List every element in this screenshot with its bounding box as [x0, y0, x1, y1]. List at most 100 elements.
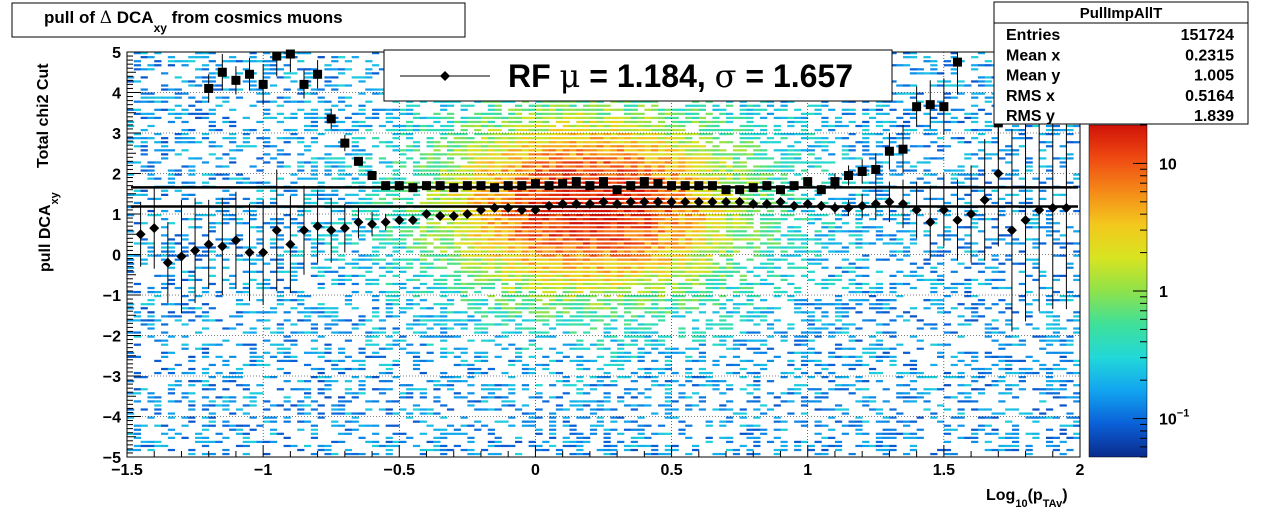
heatmap-cell	[365, 290, 373, 294]
heatmap-cell	[603, 432, 611, 435]
heatmap-cell	[691, 331, 700, 334]
heatmap-cell	[501, 169, 509, 172]
heatmap-cell	[297, 137, 305, 140]
heatmap-cell	[412, 116, 421, 120]
heatmap-cell	[195, 331, 203, 334]
heatmap-cell	[372, 295, 380, 298]
heatmap-cell	[576, 266, 584, 269]
heatmap-cell	[515, 278, 523, 282]
heatmap-cell	[698, 384, 707, 387]
heatmap-cell	[249, 278, 257, 282]
heatmap-cell	[726, 408, 734, 411]
heatmap-cell	[358, 436, 366, 439]
heatmap-cell	[419, 331, 427, 334]
heatmap-cell	[480, 218, 489, 221]
heatmap-cell	[487, 367, 495, 371]
heatmap-cell	[637, 157, 645, 160]
heatmap-cell	[528, 153, 536, 156]
heatmap-cell	[480, 424, 489, 427]
heatmap-cell	[372, 88, 380, 91]
heatmap-cell	[222, 214, 230, 217]
heatmap-cell	[276, 104, 284, 107]
heatmap-cell	[487, 141, 495, 144]
heatmap-cell	[589, 238, 598, 241]
heatmap-cell	[440, 282, 448, 286]
heatmap-cell	[235, 149, 244, 152]
heatmap-cell	[235, 311, 244, 314]
heatmap-cell	[467, 367, 475, 371]
heatmap-cell	[467, 363, 475, 367]
heatmap-cell	[392, 444, 400, 448]
heatmap-cell	[487, 108, 495, 111]
heatmap-cell	[555, 100, 564, 103]
heatmap-cell	[480, 327, 489, 330]
heatmap-cell	[623, 355, 632, 358]
heatmap-cell	[201, 440, 210, 444]
heatmap-cell	[174, 380, 182, 383]
heatmap-cell	[508, 286, 516, 290]
heatmap-cell	[269, 258, 278, 261]
heatmap-cell	[222, 436, 230, 439]
heatmap-cell	[433, 303, 441, 306]
heatmap-cell	[283, 76, 291, 79]
heatmap-cell	[583, 120, 591, 124]
heatmap-cell	[678, 266, 686, 269]
heatmap-cell	[623, 137, 632, 140]
heatmap-cell	[664, 238, 672, 241]
heatmap-cell	[242, 303, 250, 306]
heatmap-cell	[528, 242, 536, 245]
heatmap-cell	[235, 428, 244, 431]
heatmap-cell	[487, 104, 495, 107]
heatmap-cell	[338, 197, 346, 201]
heatmap-cell	[583, 226, 591, 229]
heatmap-cell	[657, 299, 666, 302]
title-subscript: xy	[154, 21, 168, 35]
heatmap-cell	[555, 270, 564, 273]
heatmap-cell	[440, 193, 448, 196]
heatmap-cell	[569, 404, 577, 407]
heatmap-cell	[657, 226, 666, 229]
heatmap-cell	[698, 173, 707, 176]
heatmap-cell	[678, 161, 686, 164]
heatmap-cell	[229, 124, 237, 128]
heatmap-cell	[201, 327, 210, 330]
heatmap-cell	[480, 384, 489, 387]
heatmap-cell	[297, 295, 305, 298]
heatmap-cell	[549, 165, 557, 168]
heatmap-cell	[508, 388, 516, 391]
heatmap-cell	[181, 193, 189, 196]
heatmap-cell	[310, 92, 318, 95]
heatmap-cell	[208, 141, 216, 144]
heatmap-cell	[589, 307, 598, 310]
heatmap-cell	[338, 209, 346, 213]
heatmap-cell	[235, 371, 244, 375]
heatmap-cell	[610, 384, 618, 387]
heatmap-cell	[678, 193, 686, 196]
heatmap-cell	[589, 120, 598, 124]
heatmap-cell	[222, 339, 230, 342]
heatmap-cell	[494, 335, 502, 338]
heatmap-cell	[127, 76, 135, 79]
heatmap-cell	[596, 157, 604, 160]
heatmap-cell	[637, 141, 645, 144]
heatmap-cell	[331, 76, 339, 79]
heatmap-cell	[732, 157, 741, 160]
heatmap-cell	[412, 444, 421, 448]
heatmap-cell	[515, 303, 523, 306]
heatmap-cell	[562, 323, 570, 326]
heatmap-cell	[140, 153, 148, 156]
heatmap-cell	[399, 108, 407, 111]
heatmap-cell	[508, 400, 516, 403]
heatmap-cell	[385, 295, 393, 298]
heatmap-cell	[480, 112, 489, 115]
heatmap-cell	[726, 440, 734, 444]
heatmap-cell	[739, 331, 747, 334]
heatmap-cell	[555, 230, 564, 233]
heatmap-cell	[453, 165, 461, 168]
heatmap-cell	[569, 307, 577, 310]
heatmap-cell	[719, 343, 727, 346]
heatmap-cell	[515, 355, 523, 358]
heatmap-cell	[542, 222, 550, 225]
heatmap-cell	[147, 116, 155, 120]
heatmap-cell	[610, 299, 618, 302]
